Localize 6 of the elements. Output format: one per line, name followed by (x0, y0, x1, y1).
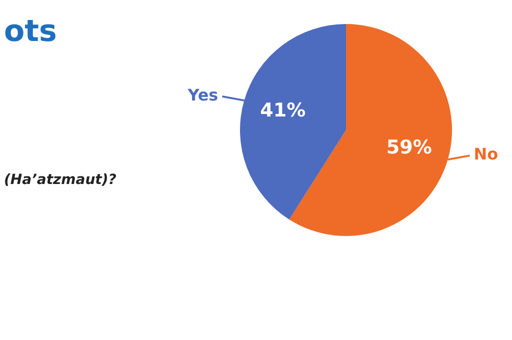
data-label: 59% (386, 136, 432, 158)
text: (Ha’atzmaut)? (4, 172, 116, 188)
slice-label: Yes (186, 86, 218, 105)
chart-title: ots (4, 14, 57, 49)
data-label: 41% (260, 100, 306, 122)
slice-label: No (474, 144, 498, 164)
